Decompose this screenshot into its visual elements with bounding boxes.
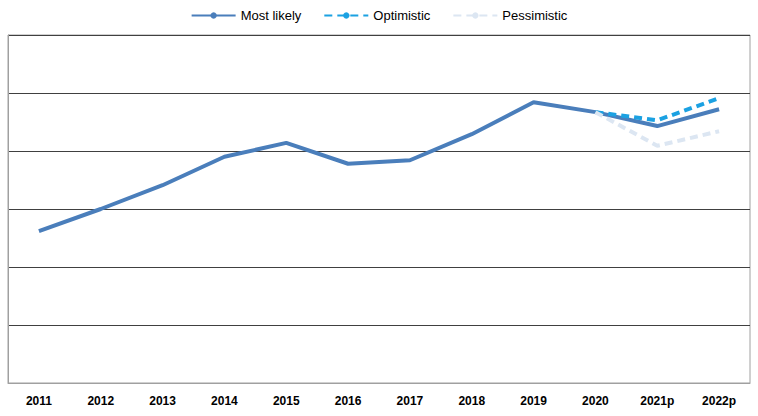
svg-text:2022p: 2022p — [702, 394, 736, 408]
svg-text:Optimistic: Optimistic — [373, 8, 431, 23]
svg-text:2017: 2017 — [397, 394, 424, 408]
svg-text:2020: 2020 — [582, 394, 609, 408]
svg-text:2019: 2019 — [520, 394, 547, 408]
svg-text:2012: 2012 — [87, 394, 114, 408]
svg-text:2011: 2011 — [26, 394, 52, 408]
svg-text:2018: 2018 — [458, 394, 485, 408]
svg-text:2021p: 2021p — [640, 394, 674, 408]
svg-text:2013: 2013 — [149, 394, 176, 408]
svg-text:2015: 2015 — [273, 394, 300, 408]
svg-text:2016: 2016 — [335, 394, 362, 408]
svg-text:Pessimistic: Pessimistic — [502, 8, 568, 23]
svg-text:2014: 2014 — [211, 394, 238, 408]
svg-text:Most likely: Most likely — [241, 8, 302, 23]
